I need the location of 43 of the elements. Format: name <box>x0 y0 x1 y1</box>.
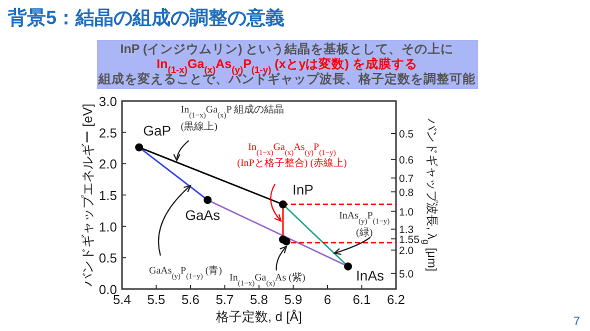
x-tick-label: 5.8 <box>250 292 268 307</box>
x-tick-label: 6 <box>324 292 332 307</box>
x-tick-label: 5.7 <box>216 292 234 307</box>
text: 0.6 <box>399 154 414 166</box>
annotation: InAs$_{(y)}$P$_{(1−y)}$ (緑) <box>339 210 390 238</box>
x-tick-label: 5.5 <box>147 292 166 307</box>
text: 1.3 <box>399 224 414 236</box>
annotation: GaAs <box>185 207 220 224</box>
point <box>278 200 287 208</box>
text: 7 <box>573 314 580 328</box>
point <box>344 262 352 270</box>
point <box>204 196 212 204</box>
point <box>135 143 144 152</box>
y-axis-title: バンドギャップエネルギー [eV] <box>80 104 95 288</box>
text: 1.0 <box>399 206 414 218</box>
y-tick-label: 3.0 <box>98 94 117 109</box>
text: InP (インジウムリン) という結晶を基板として、その上に <box>120 42 454 56</box>
y-tick-label: 2.5 <box>98 125 117 140</box>
x-tick-label: 5.9 <box>284 292 302 307</box>
text: 0.5 <box>399 128 414 140</box>
x-tick-label: 5.6 <box>181 292 200 307</box>
y-tick-label: 0.5 <box>98 250 117 266</box>
annotation: InAs <box>356 267 384 284</box>
annotation: In$_{(1−x)}$Ga$_{(x)}$As (紫) <box>230 271 306 287</box>
annotation: In$_{(1−x)}$Ga$_{(x)}$P 組成の結晶 (黒線上) <box>180 104 284 133</box>
x-tick-label: 6.1 <box>352 292 371 307</box>
annotation: In$_{(1−x)}$Ga$_{(x)}$As$_{(y)}$P$_{(1−y)}$ <box>248 142 336 156</box>
text: 2.0 <box>399 245 414 258</box>
annotation: GaP <box>143 122 172 138</box>
x-axis-title: 格子定数, d [Å] <box>215 309 302 324</box>
point <box>282 237 290 246</box>
annotation: GaAs$_{(y)}$P$_{(1−y)}$ (青) <box>149 264 222 280</box>
y-tick-label: 2.0 <box>98 156 117 172</box>
x-tick-label: 6.2 <box>386 292 406 307</box>
text: 5.0 <box>399 268 414 280</box>
annotation: InP <box>292 181 314 198</box>
y-tick-label: 1.0 <box>98 219 117 234</box>
text: 0.7 <box>399 173 414 185</box>
y-tick-label: 1.5 <box>98 188 117 203</box>
text: 1.55 <box>399 234 420 246</box>
chart-title: 背景5：結晶の組成の調整の意義 <box>7 7 285 29</box>
text: 0.8 <box>399 186 414 199</box>
annotation: (InPと格子整合) (赤線上) <box>237 157 347 169</box>
